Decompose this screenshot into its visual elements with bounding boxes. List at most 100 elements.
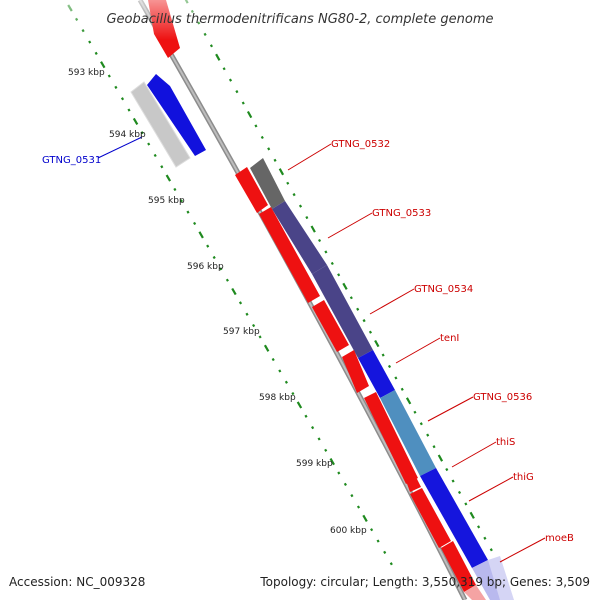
gene-arrow-red-2[interactable] <box>259 207 320 303</box>
minor-tick <box>370 528 374 532</box>
kbp-label: 597 kbp <box>223 327 260 337</box>
kbp-label: 599 kbp <box>296 459 333 469</box>
gene-arrow-red-1[interactable] <box>235 167 268 213</box>
minor-tick <box>186 210 190 214</box>
minor-tick <box>291 392 295 396</box>
major-tick <box>100 61 106 69</box>
gene-arrow-red-5[interactable] <box>364 392 418 484</box>
minor-tick <box>271 357 275 362</box>
gene-label-teni[interactable]: tenI <box>440 333 459 344</box>
minor-tick <box>235 90 239 94</box>
minor-tick <box>464 502 468 506</box>
major-tick <box>437 454 444 462</box>
minor-tick <box>381 353 385 357</box>
minor-tick <box>337 273 341 277</box>
top-fade <box>0 0 600 40</box>
gene-label-moeb[interactable]: moeB <box>545 533 574 544</box>
gene-arrow-gtng-0531[interactable] <box>147 74 206 156</box>
minor-tick <box>278 369 282 373</box>
major-tick <box>296 401 303 409</box>
minor-tick <box>179 199 184 203</box>
kbp-label: 595 kbp <box>148 196 185 206</box>
minor-tick <box>286 181 290 185</box>
minor-tick <box>147 142 151 146</box>
minor-tick <box>394 376 398 380</box>
topology-text: Topology: circular; Length: 3,550,319 bp… <box>259 575 590 589</box>
gene-arrow-red-8[interactable] <box>441 541 476 592</box>
major-tick <box>362 514 368 522</box>
major-tick <box>215 53 221 61</box>
major-tick <box>198 231 204 239</box>
minor-tick <box>317 437 321 441</box>
minor-tick <box>298 204 303 208</box>
map-title: Geobacillus thermodenitrificans NG80-2, … <box>106 12 493 27</box>
gene-arrow-gtng-0532[interactable] <box>250 158 285 209</box>
gene-arrow-grey-pale[interactable] <box>130 81 191 168</box>
minor-tick <box>120 97 125 101</box>
minor-tick <box>432 445 436 449</box>
minor-tick <box>245 312 249 316</box>
kbp-label: 598 kbp <box>259 393 296 403</box>
gene-label-gtng-0532[interactable]: GTNG_0532 <box>331 139 390 150</box>
gene-label-gtng-0533[interactable]: GTNG_0533 <box>372 208 431 219</box>
minor-tick <box>426 433 430 437</box>
minor-tick <box>311 426 315 430</box>
gene-label-gtng-0536[interactable]: GTNG_0536 <box>473 392 532 403</box>
minor-tick <box>140 131 144 135</box>
kbp-label: 600 kbp <box>330 526 367 536</box>
minor-tick <box>254 124 258 128</box>
gene-arrow-gtng-0534[interactable] <box>312 265 373 358</box>
minor-tick <box>356 505 361 509</box>
gene-arrow-red-7[interactable] <box>410 488 451 548</box>
gene-labels: GTNG_0531 GTNG_0532 GTNG_0533 GTNG_0534 … <box>42 139 574 544</box>
gene-label-thig[interactable]: thiG <box>513 472 534 483</box>
minor-tick <box>209 44 213 48</box>
minor-tick <box>330 261 334 266</box>
minor-tick <box>389 562 393 566</box>
major-tick <box>342 282 348 290</box>
kbp-label: 593 kbp <box>68 68 105 78</box>
major-tick <box>374 339 380 348</box>
minor-tick <box>304 414 308 418</box>
minor-tick <box>400 387 404 391</box>
minor-tick <box>127 108 131 112</box>
gene-arrow-teni[interactable] <box>358 350 395 398</box>
minor-tick <box>107 74 111 78</box>
minor-tick <box>324 448 328 452</box>
gene-arrow-red-6[interactable] <box>405 473 421 492</box>
gene-arrow-gtng-0536[interactable] <box>380 390 436 476</box>
minor-tick <box>305 215 309 220</box>
gene-arrow-red-9[interactable] <box>464 585 486 600</box>
kbp-label: 596 kbp <box>187 262 224 272</box>
minor-tick <box>356 307 360 311</box>
minor-tick <box>419 422 423 426</box>
minor-tick <box>413 410 417 414</box>
gene-label-this[interactable]: thiS <box>496 437 515 448</box>
major-tick <box>405 397 412 405</box>
major-tick <box>469 511 475 519</box>
genome-backbone <box>137 0 468 600</box>
gene-label-gtng-0534[interactable]: GTNG_0534 <box>414 284 473 295</box>
minor-tick <box>324 250 328 254</box>
minor-tick <box>318 238 322 243</box>
gene-arrow-group <box>130 0 514 600</box>
major-tick <box>246 110 253 119</box>
minor-tick <box>88 40 92 44</box>
gene-arrow-red-4[interactable] <box>342 350 369 393</box>
gene-arrow-bottom-blue[interactable] <box>488 556 514 600</box>
minor-tick <box>349 296 353 300</box>
minor-tick <box>284 380 288 384</box>
minor-tick <box>228 78 233 82</box>
gene-label-gtng-0531[interactable]: GTNG_0531 <box>42 155 101 166</box>
gene-arrow-gtng-0533[interactable] <box>272 201 327 274</box>
gene-arrow-thig[interactable] <box>420 468 488 568</box>
major-tick <box>310 225 316 233</box>
minor-tick <box>337 471 341 475</box>
minor-tick <box>241 101 245 105</box>
minor-tick <box>225 278 229 282</box>
minor-tick <box>173 187 177 192</box>
minor-tick <box>362 319 366 323</box>
major-tick <box>165 174 172 182</box>
gene-arrow-red-3[interactable] <box>312 300 349 352</box>
